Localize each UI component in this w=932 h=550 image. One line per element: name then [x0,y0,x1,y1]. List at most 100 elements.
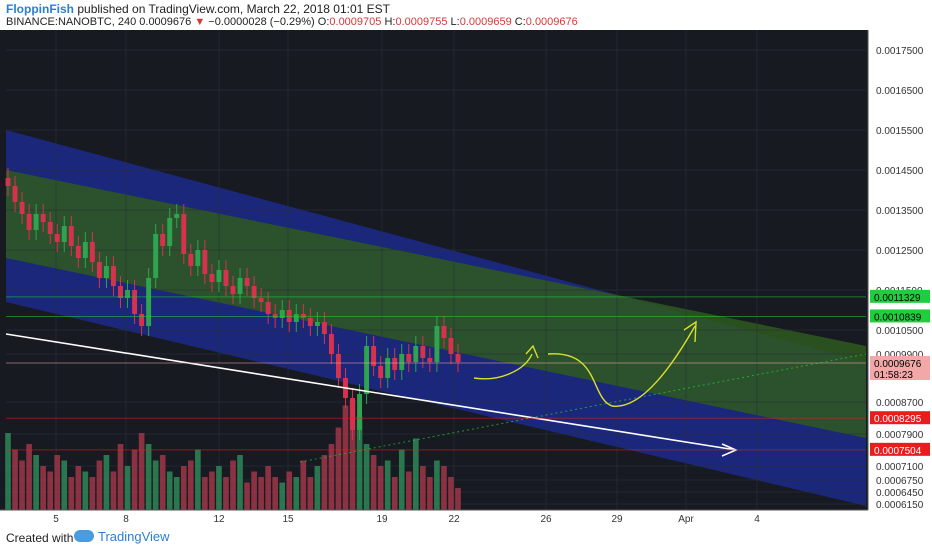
volume-bar-62 [441,466,447,510]
volume-bar-43 [307,477,314,510]
candle-16 [118,286,123,298]
volume-bar-47 [335,427,342,510]
symbol-label: BINANCE:NANOBTC, 240 [6,16,137,28]
down-triangle-icon: ▼ [194,16,206,28]
candle-51 [364,346,370,394]
candle-36 [258,298,264,302]
volume-bar-50 [356,416,363,510]
volume-bar-23 [166,471,173,510]
price-label-box-0 [870,289,930,303]
volume-bar-7 [54,455,61,510]
volume-bar-55 [391,477,398,510]
time-axis-background [0,510,932,526]
chart-area[interactable]: 0.0017500 0.0016500 0.0015500 0.0014500 0.00… [0,30,932,526]
chart-header: FloppinFish published on TradingView.com… [0,0,932,30]
candle-35 [251,286,257,298]
published-text: published on TradingView.com, March 22, … [77,2,390,16]
candle-54 [385,358,391,378]
volume-bar-45 [321,455,328,510]
y-tick-label-8: 0.0009900 [876,350,924,361]
candle-34 [244,278,250,286]
candle-15 [111,266,116,286]
x-tick-label-2: 12 [213,514,225,525]
candle-25 [181,214,187,254]
volume-bar-64 [455,488,461,510]
annotation-arrowhead-1 [525,344,539,359]
volume-bar-4 [33,455,39,510]
volume-bar-28 [202,477,208,510]
volume-bar-1 [12,449,18,510]
volume-bar-18 [131,449,138,510]
candle-4 [33,214,39,230]
volume-bar-22 [159,455,166,510]
candle-41 [293,314,299,322]
volume-bar-12 [89,477,96,510]
volume-bar-3 [26,444,32,510]
volume-bar-24 [173,477,180,510]
candle-45 [321,322,327,334]
volume-bar-9 [68,477,75,510]
volume-bar-61 [434,460,440,510]
low-value: 0.0009659 [459,16,512,28]
candle-56 [399,354,405,370]
price-chart[interactable]: 0.0017500 0.0016500 0.0015500 0.0014500 0.00… [0,30,932,526]
candle-55 [392,358,398,370]
candle-39 [279,310,285,318]
y-tick-label-11: 0.0007100 [876,462,924,473]
volume-bar-32 [230,460,236,510]
volume-bar-57 [405,471,412,510]
y-tick-label-3: 0.0014500 [876,166,924,177]
candle-12 [89,242,95,262]
volume-bar-10 [75,466,82,510]
x-tick-label-7: 29 [611,514,623,525]
volume-bar-35 [251,471,257,510]
price-axis-background [868,30,932,510]
price-label-box-5 [870,442,930,456]
tradingview-logo-icon [74,530,94,542]
candle-1 [12,186,18,202]
price-label-2: 0.0009676 [874,359,922,370]
candle-22 [160,234,166,246]
volume-bar-53 [377,466,384,510]
volume-bar-31 [223,477,229,510]
volume-bar-49 [349,400,356,510]
volume-bar-42 [300,460,307,510]
created-with-text: Created with [6,531,74,545]
candle-17 [125,290,130,298]
candle-2 [19,202,25,214]
close-value: 0.0009676 [525,16,578,28]
candle-0 [5,178,11,186]
volume-bar-37 [265,466,271,510]
x-tick-label-9: 4 [754,514,760,525]
volume-bar-19 [138,433,145,510]
candle-18 [132,290,138,314]
candle-58 [413,346,419,362]
tradingview-brand[interactable]: TradingView [74,529,170,544]
candle-50 [357,394,363,430]
volume-bar-54 [384,460,391,510]
candle-20 [146,278,152,326]
author-link[interactable]: FloppinFish [6,2,74,16]
open-label: O: [317,16,330,28]
candle-57 [406,354,412,362]
volume-bar-15 [110,471,117,510]
volume-bar-44 [314,466,321,510]
publish-line: FloppinFish published on TradingView.com… [6,2,390,16]
candle-52 [371,346,377,366]
candle-61 [434,326,440,362]
high-value: 0.0009755 [395,16,448,28]
projection-line [299,353,867,463]
volume-bar-36 [258,477,264,510]
x-tick-label-0: 5 [53,514,59,525]
candle-37 [265,302,271,314]
volume-bar-63 [448,477,454,510]
candle-21 [153,234,159,278]
y-tick-label-5: 0.0012500 [876,246,924,257]
y-tick-label-13: 0.0006450 [876,488,924,499]
candle-7 [54,234,60,242]
open-value: 0.0009705 [329,16,382,28]
trendline [5,333,737,451]
low-label: L: [450,16,460,28]
price-label-5: 0.0007504 [874,446,922,457]
y-tick-label-14: 0.0006150 [876,500,924,511]
